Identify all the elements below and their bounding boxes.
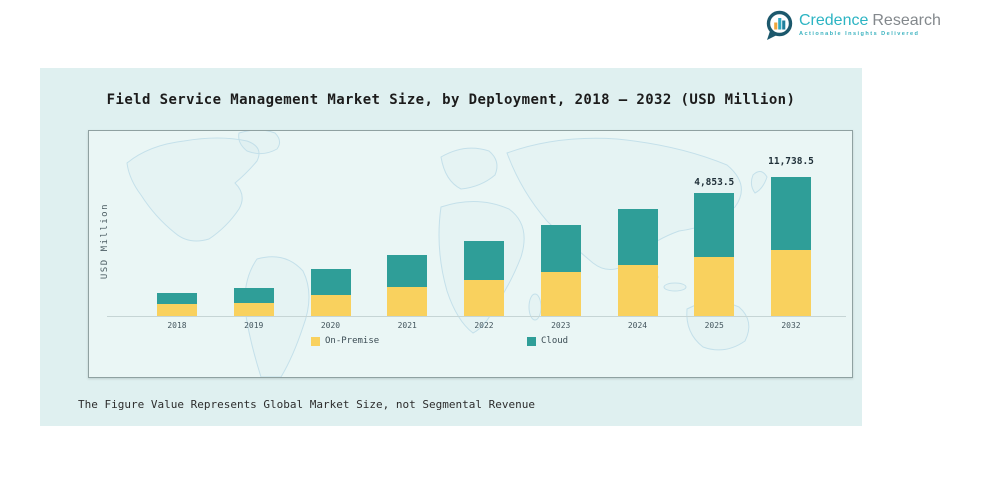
bar-segment-onpremise-2018 [157,304,197,316]
bar-segment-onpremise-2025 [694,257,735,316]
onpremise-legend-label: On-Premise [325,336,380,346]
onpremise-legend-swatch [311,336,320,346]
y-axis-label: USD Million [100,203,110,280]
bar-group-2018: 2018 [157,293,197,330]
chart-footnote: The Figure Value Represents Global Marke… [78,398,535,411]
bar-segment-cloud-2025 [694,193,735,257]
x-tick-label-2021: 2021 [397,321,417,330]
bar-group-2032: 11,738.5 2032 [768,156,814,330]
x-tick-label-2023: 2023 [551,321,571,330]
bar-segment-onpremise-2023 [540,272,581,316]
bar-segment-cloud-2019 [233,288,274,303]
chart-title: Field Service Management Market Size, by… [106,92,796,108]
bar-group-2022: 2022 [464,241,504,330]
legend-item-cloud: Cloud [527,336,568,346]
brand-logo: Credence Research Actionable Insights Del… [764,9,941,42]
bar-segment-cloud-2022 [464,241,504,280]
bar-segment-onpremise-2021 [387,287,428,316]
bar-group-2024: 2024 [617,209,658,330]
bar-group-2023: 2023 [540,225,581,330]
bar-group-2021: 2021 [387,255,428,330]
bar-value-label-2025: 4,853.5 [694,177,735,188]
bar-segment-onpremise-2022 [464,280,504,316]
bar-group-2019: 2019 [233,288,274,330]
brand-name-secondary: Research [872,12,941,29]
x-tick-label-2032: 2032 [781,321,801,330]
x-axis-line [107,316,846,317]
x-tick-label-2018: 2018 [167,321,187,330]
brand-text: Credence Research Actionable Insights Del… [799,12,941,37]
bar-segment-onpremise-2032 [771,250,811,316]
x-tick-label-2020: 2020 [320,321,341,330]
bar-chart-bubble-icon [766,10,793,40]
bar-segment-onpremise-2024 [617,265,658,316]
bar-segment-cloud-2023 [540,225,581,272]
brand-tagline: Actionable Insights Delivered [799,31,920,37]
legend-item-onpremise: On-Premise [311,336,379,346]
bar-segment-onpremise-2020 [310,295,351,316]
bar-segment-onpremise-2019 [233,303,274,316]
x-tick-label-2024: 2024 [627,321,648,330]
bar-segment-cloud-2021 [387,255,428,287]
bar-segment-cloud-2018 [157,293,197,304]
bar-segment-cloud-2020 [310,269,351,295]
x-tick-label-2025: 2025 [704,321,724,330]
bar-segment-cloud-2032 [771,177,811,250]
cloud-legend-swatch [527,336,536,346]
bar-segment-cloud-2024 [617,209,658,265]
x-tick-label-2019: 2019 [244,321,264,330]
plot-area: USD Million 2018 2019 2020 2021 2022 2023 2024… [88,130,853,378]
bar-group-2020: 2020 [310,269,351,330]
cloud-legend-label: Cloud [541,336,569,346]
bar-group-2025: 4,853.5 2025 [694,177,735,330]
chart-card: Field Service Management Market Size, by… [40,68,862,426]
brand-name: Credence Research [799,12,941,29]
bar-value-label-2032: 11,738.5 [768,156,814,167]
brand-name-primary: Credence [799,12,869,29]
x-tick-label-2022: 2022 [474,321,494,330]
